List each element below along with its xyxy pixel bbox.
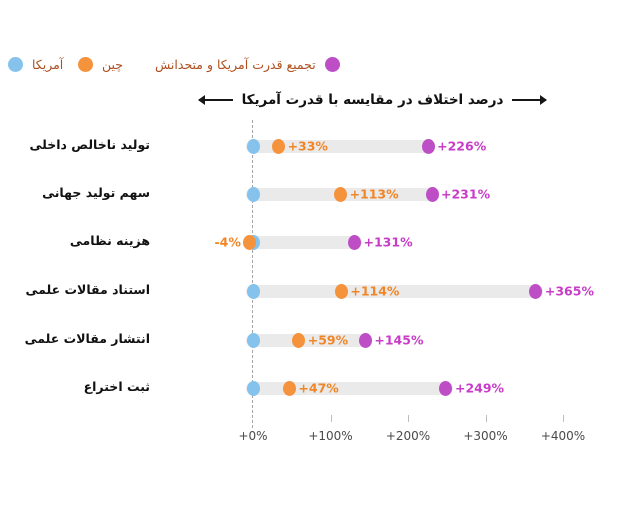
- china-dot: [292, 332, 306, 348]
- allies-dot: [529, 283, 543, 299]
- usa-dot: [246, 186, 260, 202]
- category-label: ثبت اختراع: [83, 379, 150, 394]
- china-value-label: +113%: [349, 186, 399, 202]
- legend-label-china: چین: [102, 56, 124, 72]
- x-tick-label: +100%: [308, 429, 353, 443]
- row-track-bar: [246, 140, 436, 153]
- x-tick: [330, 415, 332, 422]
- legend-item-usa-allies: تجمیع قدرت آمریکا و متحدانش: [155, 55, 340, 73]
- china-value-label: +114%: [350, 283, 400, 299]
- left-arrow-icon: [197, 95, 233, 105]
- china-dot: [334, 283, 348, 299]
- row-track-bar: [246, 285, 543, 298]
- allies-value-label: +365%: [544, 283, 594, 299]
- china-color-dot-icon: [78, 56, 93, 72]
- allies-dot: [421, 138, 435, 154]
- legend-item-china: چین: [78, 55, 123, 73]
- row-track-bar: [246, 382, 453, 395]
- chart-title-row: درصد اختلاف در مقایسه با قدرت آمریکا: [197, 90, 548, 110]
- zero-baseline: [252, 120, 253, 428]
- legend-item-usa: آمریکا: [8, 55, 63, 73]
- category-label: سهم تولید جهانی: [42, 185, 150, 200]
- china-value-label: +59%: [307, 332, 349, 348]
- usa-color-dot-icon: [8, 56, 23, 72]
- category-label: تولید ناخالص داخلی: [29, 137, 150, 152]
- x-tick: [563, 415, 564, 422]
- category-label: هزینه نظامی: [69, 233, 150, 248]
- category-label: انتشار مقالات علمی: [24, 331, 150, 346]
- row-track-bar: [242, 236, 362, 249]
- right-arrow-icon: [512, 95, 548, 105]
- allies-value-label: +249%: [454, 380, 505, 396]
- category-label: استناد مقالات علمی: [25, 282, 150, 297]
- usa-dot: [246, 332, 260, 348]
- x-tick-label: +400%: [540, 429, 586, 443]
- legend-label-usa: آمریکا: [32, 56, 64, 72]
- legend-label-usa-allies: تجمیع قدرت آمریکا و متحدانش: [155, 56, 316, 72]
- row-track-bar: [246, 334, 373, 347]
- usa-dot: [246, 283, 260, 299]
- china-dot: [272, 138, 286, 154]
- usa-dot: [246, 138, 260, 154]
- x-tick-label: +200%: [385, 429, 431, 443]
- allies-dot: [425, 186, 439, 202]
- china-value-label: +33%: [287, 138, 328, 154]
- china-value-label: +47%: [298, 380, 339, 396]
- allies-value-label: +131%: [363, 234, 413, 250]
- china-dot: [282, 380, 296, 396]
- x-tick-label: +300%: [463, 429, 508, 443]
- china-value-label: -4%: [214, 234, 241, 250]
- x-tick-label: +0%: [238, 429, 268, 443]
- china-dot: [334, 186, 348, 202]
- allies-value-label: +226%: [437, 138, 487, 154]
- allies-value-label: +231%: [441, 186, 491, 202]
- allies-dot: [358, 332, 372, 348]
- usa-dot: [246, 380, 260, 396]
- chart-title: درصد اختلاف در مقایسه با قدرت آمریکا: [241, 92, 504, 108]
- allies-dot: [348, 234, 362, 250]
- allies-value-label: +145%: [374, 332, 424, 348]
- allies-dot: [439, 380, 453, 396]
- china-dot: [243, 234, 257, 250]
- x-tick: [408, 415, 409, 422]
- x-tick: [485, 415, 487, 422]
- usa-allies-color-dot-icon: [324, 56, 340, 72]
